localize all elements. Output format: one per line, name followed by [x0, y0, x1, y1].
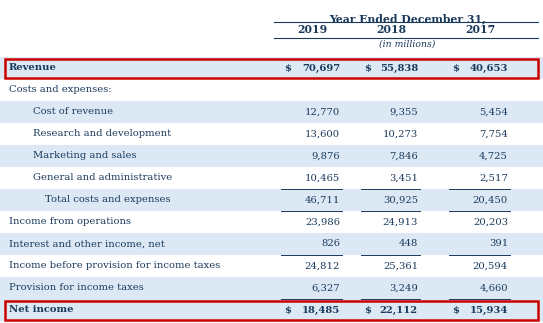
Text: 7,846: 7,846 [389, 151, 418, 161]
Bar [0, 57, 543, 79]
Text: Marketing and sales: Marketing and sales [33, 151, 136, 161]
Text: $: $ [452, 64, 459, 72]
Text: 46,711: 46,711 [305, 195, 340, 204]
Text: $: $ [364, 306, 371, 315]
Text: Provision for income taxes: Provision for income taxes [9, 284, 144, 293]
Text: 20,594: 20,594 [473, 262, 508, 270]
Text: 70,697: 70,697 [302, 64, 340, 72]
Text: $: $ [284, 306, 291, 315]
Text: 23,986: 23,986 [305, 217, 340, 226]
Text: 9,355: 9,355 [389, 108, 418, 117]
Text: 18,485: 18,485 [302, 306, 340, 315]
Text: Income from operations: Income from operations [9, 217, 131, 226]
Bar [0, 79, 543, 101]
Text: 2019: 2019 [297, 24, 327, 35]
Text: Research and development: Research and development [33, 130, 171, 139]
Bar [0, 211, 543, 233]
Text: 22,112: 22,112 [380, 306, 418, 315]
Text: Revenue: Revenue [9, 64, 57, 72]
Text: 13,600: 13,600 [305, 130, 340, 139]
Text: Net income: Net income [9, 306, 73, 315]
Text: 40,653: 40,653 [470, 64, 508, 72]
Text: 3,249: 3,249 [389, 284, 418, 293]
Bar [0, 189, 543, 211]
Text: Year Ended December 31,: Year Ended December 31, [329, 13, 486, 24]
Text: 4,660: 4,660 [479, 284, 508, 293]
Text: $: $ [284, 64, 291, 72]
Text: $: $ [452, 306, 459, 315]
Text: 391: 391 [489, 239, 508, 248]
Bar [0, 145, 543, 167]
Text: Total costs and expenses: Total costs and expenses [45, 195, 171, 204]
Text: 2017: 2017 [465, 24, 495, 35]
Text: 2018: 2018 [376, 24, 406, 35]
Text: $: $ [364, 64, 371, 72]
Text: Costs and expenses:: Costs and expenses: [9, 86, 112, 95]
Text: Cost of revenue: Cost of revenue [33, 108, 113, 117]
Text: 826: 826 [321, 239, 340, 248]
Text: (in millions): (in millions) [380, 40, 435, 49]
Bar [0, 101, 543, 123]
Bar [0, 255, 543, 277]
Text: 10,273: 10,273 [383, 130, 418, 139]
Text: Interest and other income, net: Interest and other income, net [9, 239, 165, 248]
Bar [0, 277, 543, 299]
Text: 12,770: 12,770 [305, 108, 340, 117]
Text: 24,913: 24,913 [383, 217, 418, 226]
Text: 7,754: 7,754 [479, 130, 508, 139]
Text: 20,450: 20,450 [473, 195, 508, 204]
Text: General and administrative: General and administrative [33, 173, 172, 182]
Text: 2,517: 2,517 [479, 173, 508, 182]
Text: 448: 448 [399, 239, 418, 248]
Text: 5,454: 5,454 [479, 108, 508, 117]
Bar [0, 299, 543, 321]
Text: 10,465: 10,465 [305, 173, 340, 182]
Text: 3,451: 3,451 [389, 173, 418, 182]
Text: 6,327: 6,327 [311, 284, 340, 293]
Text: 30,925: 30,925 [383, 195, 418, 204]
Bar [0, 233, 543, 255]
Text: 9,876: 9,876 [311, 151, 340, 161]
Text: Income before provision for income taxes: Income before provision for income taxes [9, 262, 220, 270]
Bar [0, 123, 543, 145]
Text: 15,934: 15,934 [470, 306, 508, 315]
Text: 20,203: 20,203 [473, 217, 508, 226]
Text: 4,725: 4,725 [479, 151, 508, 161]
Text: 24,812: 24,812 [305, 262, 340, 270]
Bar [0, 167, 543, 189]
Text: 25,361: 25,361 [383, 262, 418, 270]
Text: 55,838: 55,838 [380, 64, 418, 72]
